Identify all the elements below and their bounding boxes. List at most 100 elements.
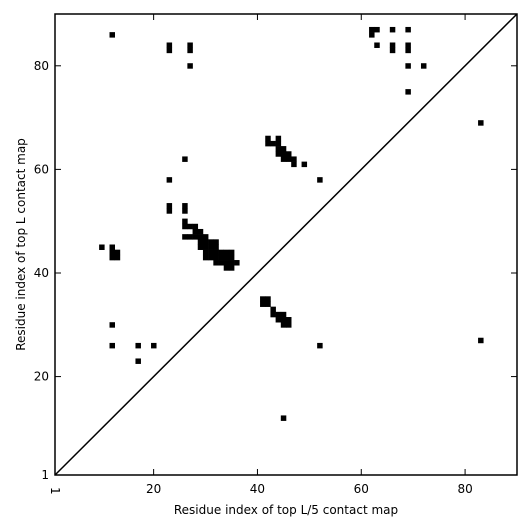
contact-cell	[182, 208, 188, 214]
contact-cell	[99, 244, 105, 250]
contact-cell	[270, 306, 276, 313]
x-tick-label: 60	[354, 482, 369, 496]
contact-cell	[166, 177, 173, 183]
contact-cell	[301, 161, 308, 168]
contact-cell	[405, 42, 411, 48]
contact-cell	[166, 203, 173, 209]
contact-cell	[197, 244, 204, 250]
contact-cell	[275, 311, 282, 318]
contact-cell	[114, 254, 121, 261]
contact-cell	[182, 223, 188, 230]
contact-cell	[213, 260, 219, 266]
contact-cell	[478, 337, 484, 344]
y-axis-label: Residue index of top L contact map	[14, 138, 28, 351]
contact-cell	[192, 228, 199, 235]
contact-cell	[223, 249, 230, 256]
contact-cell	[182, 218, 188, 225]
contact-cell	[166, 42, 173, 48]
contact-cell	[270, 140, 276, 147]
contact-cell	[187, 63, 193, 69]
contact-cell	[291, 156, 297, 162]
contact-cell	[275, 135, 282, 142]
contact-cell	[286, 322, 292, 328]
y-tick-label: 80	[34, 59, 49, 73]
contact-cells	[99, 26, 484, 421]
contact-cell	[187, 223, 193, 230]
contact-cell	[135, 358, 141, 364]
contact-cell	[478, 120, 484, 126]
contact-cell	[317, 177, 323, 183]
contact-cell	[280, 146, 287, 152]
contact-cell	[265, 296, 271, 302]
contact-cell	[260, 296, 266, 302]
contact-cell	[280, 415, 287, 421]
contact-cell	[208, 249, 214, 256]
y-tick-label: 40	[34, 266, 49, 280]
contact-cell	[202, 249, 209, 256]
contact-cell	[317, 342, 323, 349]
contact-cell	[228, 265, 235, 271]
contact-cell	[275, 317, 282, 323]
contact-cell	[223, 260, 230, 266]
contact-cell	[192, 234, 199, 240]
contact-cell	[197, 239, 204, 245]
contact-cell	[109, 32, 115, 38]
contact-cell	[109, 342, 115, 349]
x-tick-label: 40	[250, 482, 265, 496]
contact-cell	[374, 26, 380, 33]
contact-cell	[275, 146, 282, 152]
x-axis-label: Residue index of top L/5 contact map	[174, 503, 398, 517]
contact-cell	[280, 156, 287, 162]
contact-cell	[166, 47, 173, 54]
contact-cell	[280, 317, 287, 323]
contact-cell	[202, 254, 209, 261]
contact-cell	[208, 239, 214, 245]
contact-cell	[202, 234, 209, 240]
contact-cell	[420, 63, 427, 69]
contact-cell	[228, 249, 235, 256]
contact-cell	[265, 135, 271, 142]
contact-cell	[291, 161, 297, 168]
contact-cell	[192, 223, 199, 230]
contact-cell	[275, 140, 282, 147]
contact-cell	[389, 42, 396, 48]
contact-cell	[286, 317, 292, 323]
contact-cell	[265, 301, 271, 307]
contact-cell	[213, 254, 219, 261]
contact-cell	[265, 140, 271, 147]
contact-cell	[213, 244, 219, 250]
contact-cell	[197, 228, 204, 235]
contact-cell	[374, 42, 380, 48]
contact-cell	[270, 311, 276, 318]
contact-cell	[280, 322, 287, 328]
contact-cell	[389, 47, 396, 54]
contact-cell	[286, 151, 292, 157]
contact-cell	[202, 244, 209, 250]
contact-cell	[182, 156, 188, 162]
contact-cell	[405, 26, 411, 33]
plot-frame	[54, 13, 518, 476]
contact-cell	[218, 249, 225, 256]
y-axis-ticks: 1 20 40 60 80	[34, 59, 517, 482]
y-tick-label: 60	[34, 162, 49, 176]
contact-cell	[405, 63, 411, 69]
contact-cell	[109, 254, 115, 261]
contact-cell	[197, 234, 204, 240]
contact-cell	[187, 47, 193, 54]
contact-cell	[228, 254, 235, 261]
diagonal-line	[54, 13, 518, 476]
contact-cell	[369, 32, 375, 38]
contact-cell	[369, 26, 375, 33]
contact-cell	[213, 249, 219, 256]
contact-cell	[166, 208, 173, 214]
contact-cell	[286, 156, 292, 162]
contact-cell	[218, 254, 225, 261]
contact-cell	[275, 151, 282, 157]
contact-cell	[228, 260, 235, 266]
contact-cell	[208, 244, 214, 250]
contact-cell	[260, 301, 266, 307]
contact-cell	[223, 265, 230, 271]
contact-cell	[109, 244, 115, 250]
contact-cell	[182, 203, 188, 209]
